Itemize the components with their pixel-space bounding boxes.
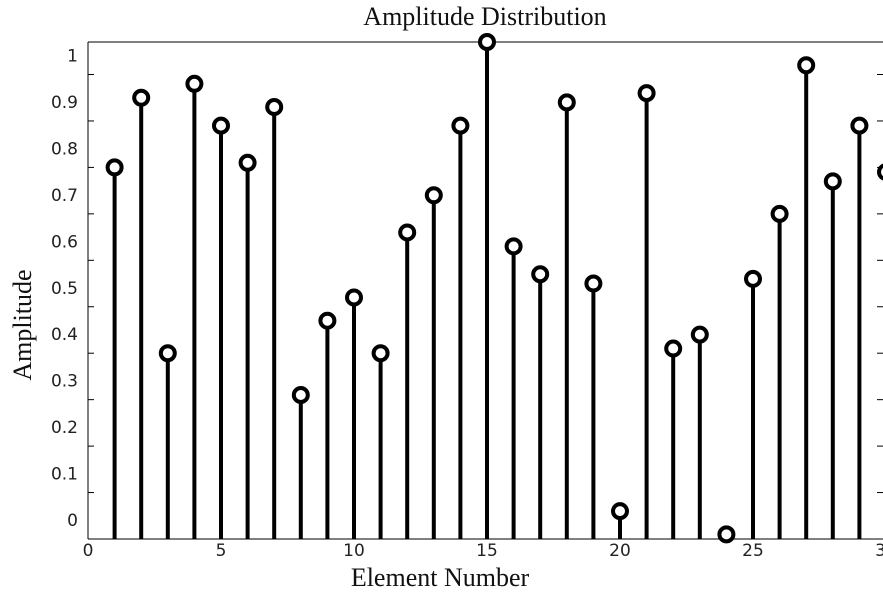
- stem-marker: [823, 172, 842, 191]
- chart-title: Amplitude Distribution: [363, 2, 606, 31]
- y-tick-label: 0.9: [51, 93, 78, 113]
- y-tick-label: 0.6: [51, 232, 78, 252]
- y-axis-label: Amplitude: [8, 269, 37, 380]
- x-tick-label: 15: [476, 541, 498, 561]
- x-tick-label: 20: [609, 541, 631, 561]
- stem-marker: [318, 311, 337, 330]
- stem-marker: [105, 158, 124, 177]
- stem-marker: [877, 163, 883, 181]
- stem-marker: [850, 116, 869, 135]
- y-tick-label: 0.5: [51, 279, 78, 299]
- y-tick-label: 0.4: [51, 325, 78, 345]
- y-tick-label: 0.8: [51, 139, 78, 159]
- stem-marker: [664, 339, 683, 358]
- stem-marker: [265, 98, 284, 117]
- stem-marker: [744, 269, 762, 288]
- x-tick-label: 10: [343, 541, 365, 561]
- y-tick-label: 0.2: [51, 418, 78, 438]
- stem-marker: [451, 116, 470, 135]
- stem-marker: [291, 386, 310, 405]
- x-tick-label: 0: [83, 541, 94, 561]
- x-tick-label: 5: [216, 541, 227, 561]
- stem-marker: [557, 93, 576, 112]
- stem-marker: [584, 274, 603, 293]
- y-tick-label: 1: [67, 47, 78, 67]
- stem-marker: [797, 56, 816, 75]
- stem-marker: [185, 74, 204, 93]
- stem-marker: [238, 153, 257, 172]
- stem-marker: [611, 502, 629, 521]
- x-axis-label: Element Number: [351, 563, 530, 592]
- stem-marker: [504, 237, 523, 256]
- y-tick-label: 0.1: [51, 465, 78, 485]
- y-tick-label: 0.3: [51, 372, 78, 392]
- stem-marker: [717, 525, 736, 544]
- stem-marker: [158, 344, 177, 363]
- stem-marker: [132, 88, 151, 107]
- stem-marker: [690, 325, 709, 344]
- x-tick-label: 25: [742, 541, 764, 561]
- stem-marker: [531, 265, 550, 284]
- stem-marker: [398, 223, 417, 242]
- stem-marker: [424, 186, 443, 205]
- stem-marker: [637, 84, 656, 103]
- y-tick-label: 0: [67, 511, 78, 531]
- stem-marker: [371, 344, 390, 363]
- stem-marker: [770, 204, 789, 223]
- x-tick-label: 30: [875, 541, 883, 561]
- stem-marker: [345, 288, 363, 307]
- stem-marker: [478, 33, 496, 51]
- y-tick-label: 0.7: [51, 186, 78, 206]
- stem-marker: [212, 116, 230, 135]
